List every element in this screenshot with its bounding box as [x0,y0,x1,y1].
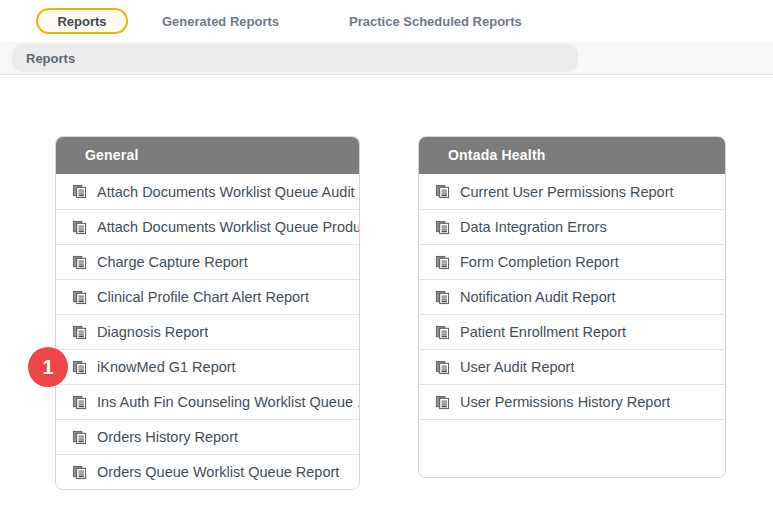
report-link-row[interactable]: Attach Documents Worklist Queue Produ... [56,209,359,244]
report-link-label: Attach Documents Worklist Queue Audit ..… [97,184,359,200]
tab-practice-scheduled-reports[interactable]: Practice Scheduled Reports [349,14,522,29]
report-link-row[interactable]: User Permissions History Report [419,384,725,419]
document-pages-icon [72,395,87,410]
panel-general-header: General [56,137,359,174]
breadcrumb-strip: Reports [0,42,773,75]
report-link-row[interactable]: User Audit Report [419,349,725,384]
tab-reports-label: Reports [57,14,106,29]
breadcrumb[interactable]: Reports [12,44,578,72]
report-link-label: Orders Queue Worklist Queue Report [97,464,339,480]
document-pages-icon [72,184,87,199]
report-link-label: Data Integration Errors [460,219,607,235]
panel-general: General Attach Documents Worklist Queue … [55,136,360,490]
report-link-label: User Audit Report [460,359,574,375]
panel-ontada-health-rows: Current User Permissions Report Data Int… [419,174,725,419]
report-link-row[interactable]: Data Integration Errors [419,209,725,244]
report-link-label: Notification Audit Report [460,289,616,305]
document-pages-icon [435,325,450,340]
document-pages-icon [435,360,450,375]
report-link-row[interactable]: Ins Auth Fin Counseling Worklist Queue .… [56,384,359,419]
document-pages-icon [72,255,87,270]
report-link-row[interactable]: Form Completion Report [419,244,725,279]
document-pages-icon [435,220,450,235]
panel-ontada-health-title: Ontada Health [448,147,546,163]
tab-generated-reports[interactable]: Generated Reports [162,14,279,29]
report-link-row[interactable]: iKnowMed G1 Report [56,349,359,384]
document-pages-icon [435,184,450,199]
panel-ontada-health-header: Ontada Health [419,137,725,174]
report-link-row[interactable]: Attach Documents Worklist Queue Audit ..… [56,174,359,209]
document-pages-icon [72,325,87,340]
tab-reports[interactable]: Reports [36,8,128,34]
report-link-label: Patient Enrollment Report [460,324,626,340]
report-link-row[interactable]: Diagnosis Report [56,314,359,349]
report-link-label: Diagnosis Report [97,324,208,340]
report-link-label: iKnowMed G1 Report [97,359,236,375]
report-link-row[interactable]: Clinical Profile Chart Alert Report [56,279,359,314]
report-link-row[interactable]: Orders History Report [56,419,359,454]
report-link-row[interactable]: Orders Queue Worklist Queue Report [56,454,359,489]
report-link-label: Orders History Report [97,429,238,445]
document-pages-icon [72,220,87,235]
document-pages-icon [435,290,450,305]
document-pages-icon [72,430,87,445]
report-link-label: Attach Documents Worklist Queue Produ... [97,219,359,235]
reports-content-area: General Attach Documents Worklist Queue … [0,75,773,532]
reports-tab-bar: Reports Generated Reports Practice Sched… [0,0,773,42]
report-link-label: Charge Capture Report [97,254,248,270]
report-link-row[interactable]: Notification Audit Report [419,279,725,314]
breadcrumb-label: Reports [26,51,75,66]
tab-practice-scheduled-reports-label: Practice Scheduled Reports [349,14,522,29]
document-pages-icon [72,360,87,375]
panel-ontada-health-empty-space [419,419,725,477]
report-link-label: Form Completion Report [460,254,619,270]
report-link-label: Ins Auth Fin Counseling Worklist Queue .… [97,394,359,410]
document-pages-icon [72,290,87,305]
report-link-row[interactable]: Patient Enrollment Report [419,314,725,349]
document-pages-icon [435,395,450,410]
annotation-step-badge: 1 [28,347,68,387]
report-link-row[interactable]: Charge Capture Report [56,244,359,279]
panel-general-title: General [85,147,139,163]
report-link-row[interactable]: Current User Permissions Report [419,174,725,209]
report-link-label: User Permissions History Report [460,394,670,410]
panel-ontada-health: Ontada Health Current User Permissions R… [418,136,726,478]
report-link-label: Current User Permissions Report [460,184,674,200]
annotation-step-number: 1 [42,356,53,379]
panel-general-rows: Attach Documents Worklist Queue Audit ..… [56,174,359,489]
document-pages-icon [72,465,87,480]
report-link-label: Clinical Profile Chart Alert Report [97,289,309,305]
document-pages-icon [435,255,450,270]
tab-generated-reports-label: Generated Reports [162,14,279,29]
